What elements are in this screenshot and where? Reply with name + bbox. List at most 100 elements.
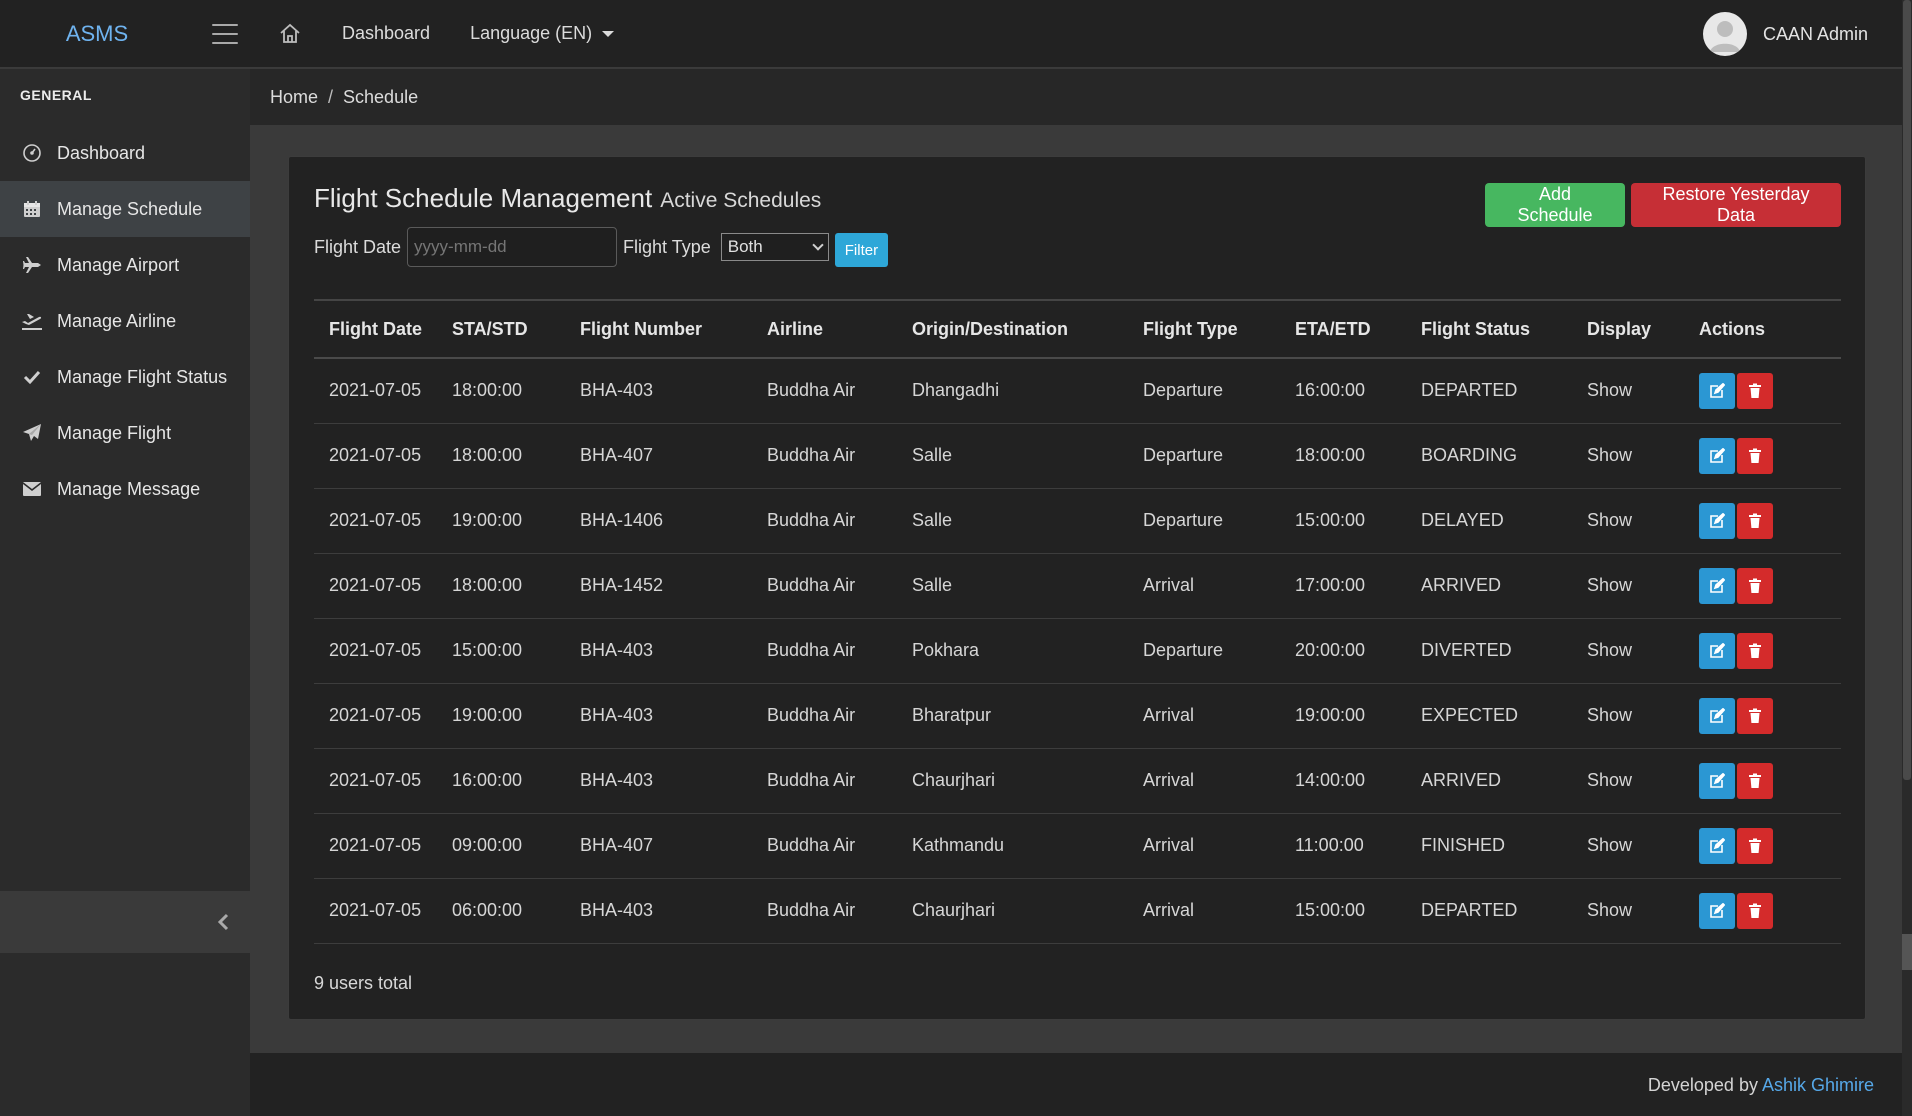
delete-button[interactable] [1737,567,1773,604]
delete-button[interactable] [1737,827,1773,864]
trash-icon [1749,643,1761,658]
sidebar-item-manage-flight[interactable]: Manage Flight [0,405,250,461]
display-cell: Show [1572,488,1684,554]
flight-type-cell: Arrival [1128,748,1280,814]
delete-button[interactable] [1737,762,1773,799]
delete-button[interactable] [1737,437,1773,474]
display-cell: Show [1572,683,1684,749]
trash-icon [1749,903,1761,918]
sidebar-section-title: GENERAL [20,87,92,103]
flight-type-cell: Arrival [1128,878,1280,944]
sidebar-collapse-button[interactable] [0,891,250,953]
sidebar-item-dashboard[interactable]: Dashboard [0,125,250,181]
footer-author-link[interactable]: Ashik Ghimire [1761,1075,1874,1095]
delete-button[interactable] [1737,372,1773,409]
edit-icon [1710,512,1725,528]
nav-dashboard-link[interactable]: Dashboard [342,23,431,43]
envelope-icon [21,478,43,500]
edit-icon [1710,382,1725,398]
filter-button[interactable]: Filter [834,233,889,267]
flight-number-cell: BHA-407 [565,423,752,489]
flight-status-cell: ARRIVED [1406,553,1572,619]
edit-button[interactable] [1699,762,1735,799]
origin-destination-cell: Chaurjhari [897,748,1128,814]
flight-status-cell: BOARDING [1406,423,1572,489]
brand-logo[interactable]: ASMS [65,20,129,46]
flight-date-label: Flight Date [314,236,402,257]
flight-type-cell: Departure [1128,488,1280,554]
scrollbar-thumb[interactable] [1903,0,1911,780]
row-actions [1699,632,1841,669]
column-header: Flight Type [1143,318,1238,339]
flight-number-cell: BHA-1406 [565,488,752,554]
edit-button[interactable] [1699,437,1735,474]
flight-type-select[interactable]: Both [720,233,829,261]
plane-departure-icon [21,310,43,332]
edit-button[interactable] [1699,502,1735,539]
table-row: 2021-07-05 15:00:00 BHA-403 Buddha Air Pokha… [314,618,1841,684]
table-row: 2021-07-05 09:00:00 BHA-407 Buddha Air Kathm… [314,813,1841,879]
user-menu[interactable]: CAAN Admin [1702,12,1868,56]
edit-button[interactable] [1699,567,1735,604]
column-header: Flight Status [1421,318,1530,339]
flight-date-cell: 2021-07-05 [314,878,437,944]
flight-type-cell: Departure [1128,423,1280,489]
display-cell: Show [1572,423,1684,489]
filter-form: Flight Date Flight Type Both Filter [314,227,889,267]
flight-number-cell: BHA-403 [565,358,752,424]
scrollbar-button[interactable] [1902,934,1912,970]
origin-destination-cell: Kathmandu [897,813,1128,879]
delete-button[interactable] [1737,892,1773,929]
add-schedule-button[interactable]: Add Schedule [1485,183,1625,227]
restore-yesterday-button[interactable]: Restore Yesterday Data [1631,183,1841,227]
sta-std-cell: 15:00:00 [437,618,565,684]
airline-cell: Buddha Air [752,553,897,619]
edit-icon [1710,447,1725,463]
chevron-down-icon [812,238,824,251]
sidebar-item-label: Manage Schedule [57,198,203,219]
breadcrumb-current: Schedule [343,86,419,107]
sidebar-item-label: Manage Airline [57,310,177,331]
card-header: Flight Schedule Management Active Schedu… [314,183,821,214]
delete-button[interactable] [1737,632,1773,669]
airline-cell: Buddha Air [752,423,897,489]
origin-destination-cell: Bharatpur [897,683,1128,749]
gauge-icon [21,142,43,164]
plane-icon [21,254,43,276]
language-dropdown[interactable]: Language (EN) [470,23,615,44]
edit-button[interactable] [1699,892,1735,929]
sidebar-item-manage-airline[interactable]: Manage Airline [0,293,250,349]
breadcrumb-home-link[interactable]: Home [270,86,319,107]
sidebar-item-manage-schedule[interactable]: Manage Schedule [0,181,250,237]
display-cell: Show [1572,748,1684,814]
edit-icon [1710,902,1725,918]
footer: Developed by Ashik Ghimire [250,1052,1902,1116]
hamburger-menu-icon[interactable] [212,23,238,44]
trash-icon [1749,838,1761,853]
edit-button[interactable] [1699,827,1735,864]
sidebar-item-manage-airport[interactable]: Manage Airport [0,237,250,293]
breadcrumb-separator: / [328,86,334,107]
sidebar-item-manage-message[interactable]: Manage Message [0,461,250,517]
flight-date-input[interactable] [407,227,618,267]
flight-date-cell: 2021-07-05 [314,358,437,424]
schedule-table: Flight Date STA/STD Flight Number Airlin… [314,299,1841,944]
flight-number-cell: BHA-403 [565,683,752,749]
flight-type-label: Flight Type [623,236,711,257]
delete-button[interactable] [1737,502,1773,539]
row-actions [1699,437,1841,474]
eta-etd-cell: 11:00:00 [1280,813,1406,879]
trash-icon [1749,383,1761,398]
sidebar-item-manage-flight-status[interactable]: Manage Flight Status [0,349,250,405]
edit-button[interactable] [1699,372,1735,409]
flight-type-cell: Departure [1128,618,1280,684]
delete-button[interactable] [1737,697,1773,734]
flight-date-cell: 2021-07-05 [314,618,437,684]
page-scrollbar[interactable] [1902,0,1912,1116]
edit-button[interactable] [1699,697,1735,734]
home-icon[interactable] [278,22,302,46]
airline-cell: Buddha Air [752,618,897,684]
edit-button[interactable] [1699,632,1735,669]
flight-status-cell: EXPECTED [1406,683,1572,749]
flight-number-cell: BHA-403 [565,748,752,814]
